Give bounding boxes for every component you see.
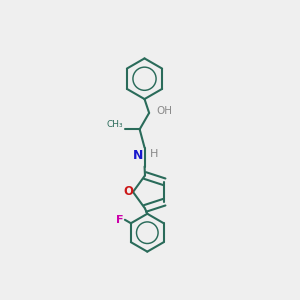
Text: OH: OH bbox=[156, 106, 172, 116]
Text: F: F bbox=[116, 215, 124, 225]
Text: CH₃: CH₃ bbox=[107, 120, 124, 129]
Text: N: N bbox=[133, 149, 143, 162]
Text: H: H bbox=[150, 148, 159, 158]
Text: O: O bbox=[123, 185, 133, 199]
